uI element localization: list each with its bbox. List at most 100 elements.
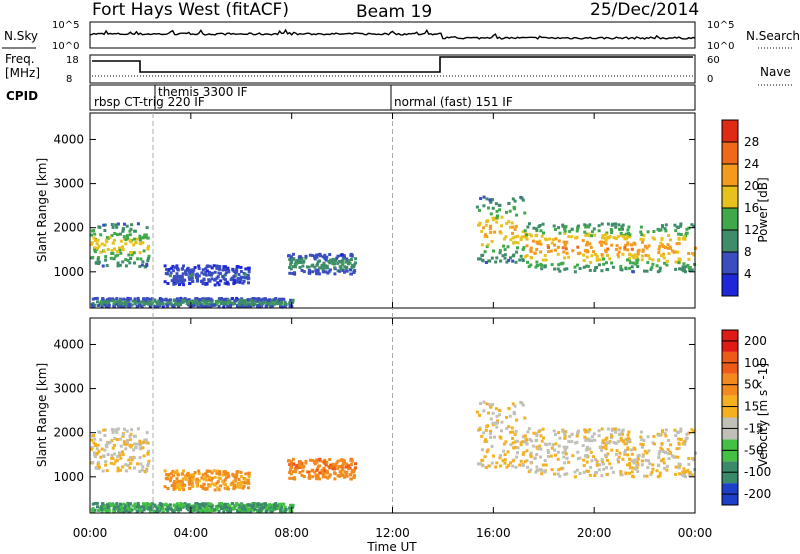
velocity-echo-cell: [220, 502, 223, 505]
power-echo-cell: [276, 302, 280, 305]
power-echo-cell: [216, 281, 220, 285]
power-echo-cell: [164, 272, 168, 275]
velocity-echo-cell: [291, 470, 295, 474]
velocity-echo-cell: [236, 485, 239, 489]
power-echo-cell: [126, 259, 130, 262]
velocity-echo-cell: [331, 462, 335, 466]
velocity-echo-cell: [119, 507, 123, 511]
power-echo-cell: [289, 255, 293, 259]
velocity-echo-cell: [99, 455, 103, 459]
velocity-echo-cell: [119, 456, 123, 460]
power-echo-cell: [613, 222, 617, 226]
velocity-echo-cell: [692, 429, 696, 433]
velocity-echo-cell: [630, 448, 633, 452]
power-echo-cell: [182, 283, 186, 287]
power-echo-cell: [173, 265, 177, 269]
velocity-echo-cell: [478, 462, 482, 466]
velocity-echo-cell: [635, 464, 639, 467]
velocity-echo-cell: [578, 472, 582, 475]
power-echo-cell: [99, 250, 103, 254]
time-axis: 00:00 04:00 08:00 12:00 16:00 20:00 00:00: [73, 113, 712, 540]
power-echo-cell: [556, 267, 560, 271]
velocity-echo-cell: [130, 458, 134, 462]
velocity-echo-cell: [499, 436, 503, 440]
power-echo-cell: [124, 264, 128, 268]
velocity-echo-cell: [239, 475, 243, 478]
power-echo-cell: [94, 261, 98, 265]
power-echo-cell: [327, 270, 331, 274]
power-echo-cell: [315, 253, 319, 257]
velocity-echo-cell: [238, 504, 242, 508]
velocity-echo-cell: [118, 468, 122, 472]
power-echo-cell: [484, 261, 488, 264]
velocity-echo-cell: [300, 473, 304, 477]
power-echo-cell: [639, 225, 643, 229]
velocity-echo-cell: [90, 446, 94, 450]
power-echo-cell: [202, 272, 206, 276]
velocity-echo-cell: [298, 463, 302, 467]
power-echo-cell: [525, 233, 529, 237]
power-echo-cell: [207, 302, 211, 306]
power-echo-cell: [126, 237, 130, 240]
power-echo-cell: [575, 229, 579, 233]
power-echo-cell: [181, 300, 185, 304]
velocity-echo-cell: [485, 425, 489, 429]
velocity-echo-cell: [241, 486, 245, 490]
velocity-echo-cell: [133, 466, 136, 470]
power-echo-cell: [620, 268, 624, 272]
velocity-echo-cell: [663, 466, 667, 470]
power-echo-cell: [677, 236, 681, 240]
x-tick-label: 12:00: [375, 526, 410, 540]
power-echo-cell: [674, 260, 678, 264]
power-echo-cell: [627, 225, 631, 229]
power-echo-cell: [545, 238, 549, 242]
velocity-echo-cell: [163, 485, 167, 489]
power-echo-cell: [144, 233, 148, 237]
y-tick-label: 2000: [53, 221, 84, 235]
velocity-echo-cell: [500, 429, 503, 433]
velocity-echo-cell: [301, 469, 305, 473]
power-echo-cell: [485, 245, 489, 249]
velocity-echo-cell: [633, 458, 637, 462]
power-echo-cell: [499, 259, 503, 263]
power-echo-cell: [515, 213, 519, 217]
power-echo-cell: [119, 251, 123, 255]
power-echo-cell: [317, 253, 321, 257]
power-echo-cell: [106, 248, 110, 251]
power-echo-cell: [504, 235, 508, 239]
velocity-echo-cell: [613, 427, 617, 431]
power-echo-cell: [223, 265, 227, 269]
velocity-echo-cell: [666, 451, 670, 455]
velocity-echo-cell: [641, 445, 644, 449]
station-title: Fort Hays West (fitACF): [92, 0, 289, 20]
power-echo-cell: [186, 268, 190, 272]
velocity-echo-cell: [222, 482, 226, 486]
velocity-echo-cell: [348, 466, 352, 470]
power-echo-cell: [334, 259, 338, 263]
power-echo-cell: [215, 301, 219, 305]
velocity-echo-cell: [523, 440, 527, 444]
velocity-echo-cell: [338, 465, 342, 469]
velocity-echo-cell: [659, 446, 663, 450]
power-echo-cell: [630, 254, 634, 258]
velocity-echo-cell: [124, 447, 128, 451]
velocity-echo-cell: [213, 508, 216, 512]
velocity-echo-cell: [552, 429, 556, 433]
power-echo-cell: [323, 253, 327, 257]
power-echo-cell: [604, 238, 608, 242]
power-echo-cell: [562, 240, 566, 244]
power-echo-cell: [554, 237, 558, 241]
power-echo-cell: [289, 263, 292, 267]
power-echo-cell: [487, 206, 490, 210]
velocity-echo-cell: [537, 430, 541, 434]
velocity-echo-cell: [126, 464, 130, 467]
power-echo-cell: [95, 296, 99, 300]
power-echo-cell: [302, 270, 306, 274]
velocity-echo-cell: [181, 483, 185, 487]
power-echo-cell: [191, 280, 195, 283]
power-echo-cell: [107, 305, 111, 309]
power-echo-cell: [123, 300, 127, 304]
velocity-echo-cell: [283, 509, 287, 513]
power-echo-cell: [584, 233, 588, 237]
